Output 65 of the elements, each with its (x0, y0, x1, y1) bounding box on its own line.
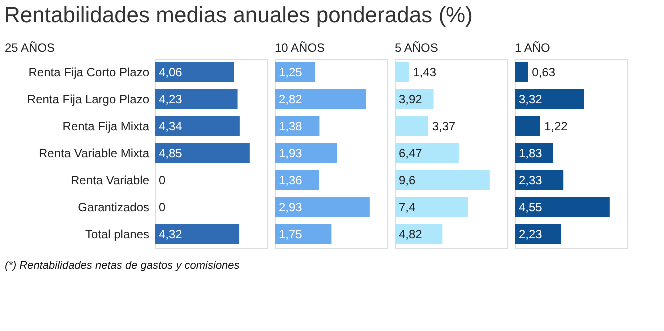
bar (275, 116, 320, 136)
bar (155, 224, 240, 244)
y-tick-label: Renta Fija Corto Plazo (28, 66, 150, 80)
chart-subtitle: 1 AÑO (515, 41, 550, 55)
data-label: 2,82 (279, 92, 303, 106)
data-label: 3,37 (432, 120, 456, 134)
bar (515, 224, 562, 244)
data-label: 1,83 (519, 146, 543, 160)
data-label: 4,85 (159, 146, 183, 160)
text: (*) Rentabilidades netas de gastos y comisiones (5, 260, 240, 272)
chart-subtitle: 10 AÑOS (275, 41, 326, 55)
y-tick-label: Renta Variable (71, 174, 150, 188)
bar (155, 116, 240, 136)
data-label: 1,25 (279, 66, 303, 80)
data-label: 2,33 (519, 174, 543, 188)
bar (515, 198, 610, 218)
data-label: 1,38 (279, 120, 303, 134)
bar (155, 62, 234, 82)
y-tick-label: Total planes (85, 228, 150, 242)
data-label: 4,82 (399, 228, 423, 242)
bar (275, 62, 316, 82)
data-label: 4,06 (159, 66, 183, 80)
bar (275, 90, 366, 110)
data-label: 2,93 (279, 200, 303, 214)
data-label: 0 (159, 174, 166, 188)
bar (515, 116, 540, 136)
chart-subtitle: 5 AÑOS (395, 41, 438, 55)
data-label: 4,32 (159, 228, 183, 242)
data-label: 1,93 (279, 146, 303, 160)
text: 25 AÑOS (5, 41, 56, 55)
y-tick-label: Renta Fija Mixta (62, 120, 150, 134)
data-label: 0,63 (532, 66, 556, 80)
data-label: 1,75 (279, 228, 303, 242)
bar (515, 62, 528, 82)
data-label: 2,23 (519, 228, 543, 242)
y-tick-label: Renta Variable Mixta (39, 146, 150, 160)
bar (155, 90, 238, 110)
bar (275, 170, 320, 190)
data-label: 4,55 (519, 200, 543, 214)
data-label: 1,36 (279, 174, 303, 188)
bar (395, 62, 410, 82)
chart-title: Rentabilidades medias anuales ponderadas (%) (4, 2, 473, 28)
bar (395, 224, 443, 244)
data-label: 3,32 (519, 92, 543, 106)
data-label: 7,4 (399, 200, 416, 214)
y-tick-label: Renta Fija Largo Plazo (27, 92, 150, 106)
data-label: 9,6 (399, 174, 416, 188)
bar (395, 198, 468, 218)
bar (155, 144, 250, 164)
bar (275, 144, 338, 164)
bar (515, 170, 564, 190)
data-label: 4,34 (159, 120, 183, 134)
bar (515, 90, 584, 110)
data-label: 1,43 (413, 66, 437, 80)
data-label: 3,92 (399, 92, 423, 106)
bar (275, 198, 370, 218)
bar (275, 224, 332, 244)
data-label: 0 (159, 200, 166, 214)
bar (395, 170, 490, 190)
data-label: 1,22 (544, 120, 568, 134)
data-label: 4,23 (159, 92, 183, 106)
bar (395, 144, 459, 164)
data-label: 6,47 (399, 146, 423, 160)
bar (395, 116, 428, 136)
y-tick-label: Garantizados (78, 200, 150, 214)
